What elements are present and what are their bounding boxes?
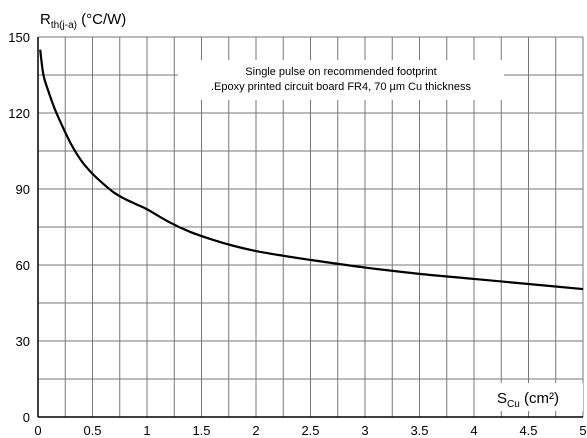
x-tick-label: 1.5 — [192, 423, 210, 438]
y-axis-title-main: R — [40, 11, 51, 28]
tick-label-layer: 0 0.5 1 1.5 2 2.5 3 3.5 4 4.5 5 0 30 60 90 120 150 — [8, 30, 586, 438]
svg-text:Rth(j-a) (°C/W): Rth(j-a) (°C/W) — [40, 11, 126, 31]
x-tick-label: 5 — [579, 423, 586, 438]
y-axis-title-sub: th(j-a) — [51, 20, 77, 31]
y-tick-label: 60 — [16, 258, 30, 273]
x-tick-label: 4 — [470, 423, 477, 438]
x-axis-title-sub: Cu — [507, 399, 520, 410]
y-axis-title-unit: (°C/W) — [77, 11, 126, 28]
x-tick-label: 1 — [143, 423, 150, 438]
x-axis-title-main: S — [497, 390, 507, 407]
svg-text:SCu (cm²): SCu (cm²) — [497, 390, 559, 410]
x-tick-label: 3.5 — [410, 423, 428, 438]
x-tick-label: 0 — [34, 423, 41, 438]
x-tick-label: 2 — [252, 423, 259, 438]
x-tick-label: 3 — [361, 423, 368, 438]
thermal-resistance-curve — [39, 49, 584, 291]
y-tick-label: 120 — [8, 106, 30, 121]
x-tick-label: 2.5 — [301, 423, 319, 438]
y-tick-label: 0 — [23, 410, 30, 425]
x-axis-title: SCu (cm²) — [491, 383, 583, 411]
annotation-line-1: Single pulse on recommended footprint — [245, 66, 436, 78]
x-tick-label: 0.5 — [83, 423, 101, 438]
axis-layer — [37, 37, 583, 418]
annotation-line-2: .Epoxy printed circuit board FR4, 70 µm … — [211, 81, 472, 93]
x-axis-title-unit: (cm²) — [520, 390, 559, 407]
x-tick-label: 4.5 — [519, 423, 537, 438]
curve-layer — [39, 49, 584, 291]
annotation-box: Single pulse on recommended footprint .E… — [178, 60, 504, 100]
y-tick-label: 150 — [8, 30, 30, 45]
y-tick-label: 90 — [16, 182, 30, 197]
y-axis-title: Rth(j-a) (°C/W) — [33, 4, 157, 31]
y-tick-label: 30 — [16, 334, 30, 349]
